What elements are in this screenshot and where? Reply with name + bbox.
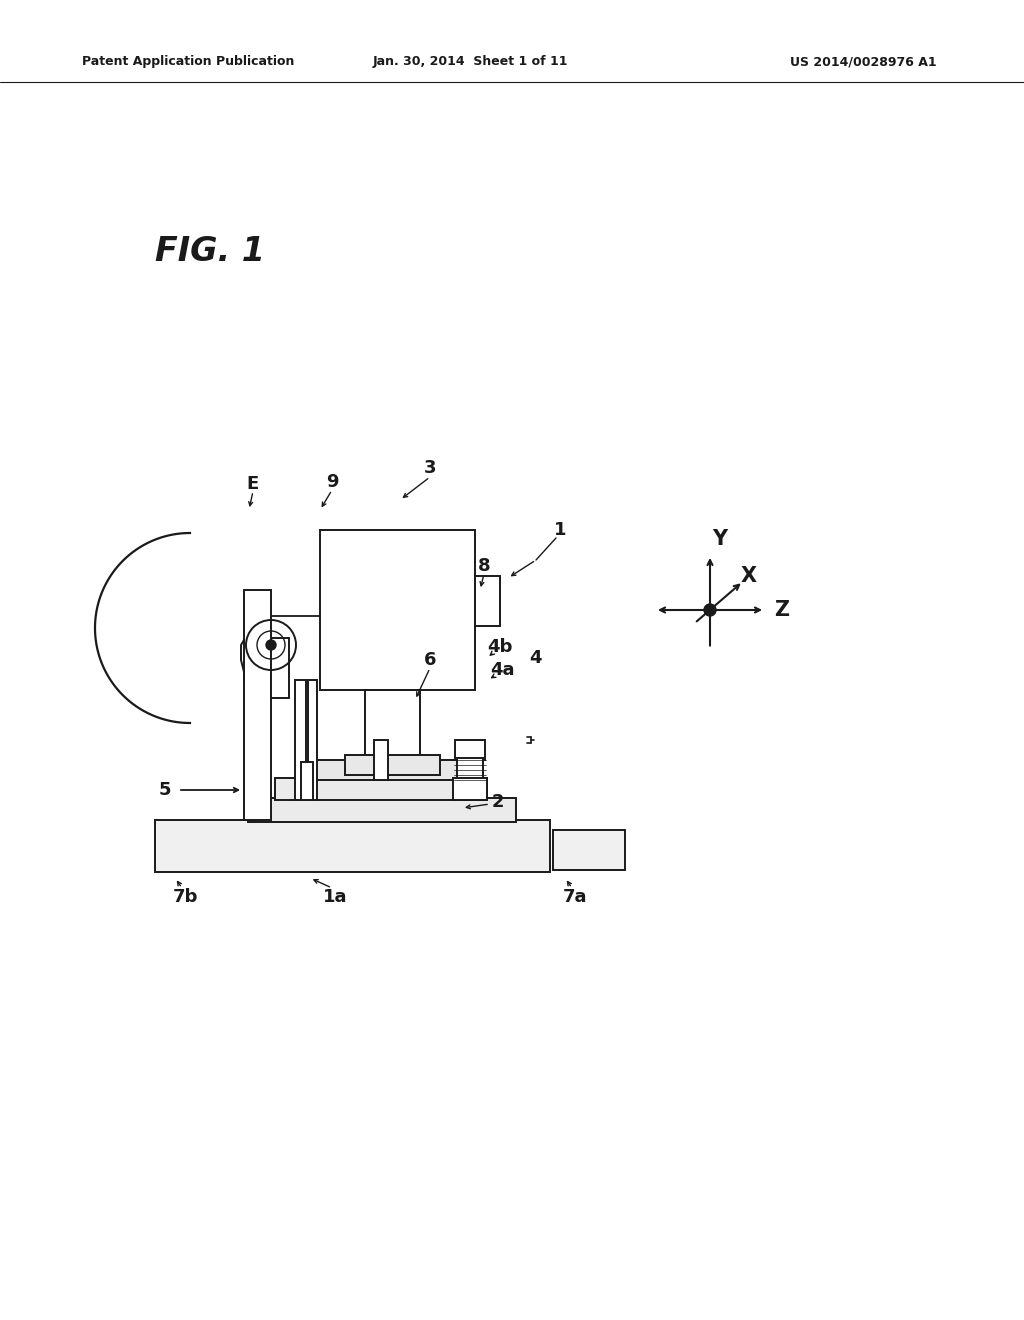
- Circle shape: [266, 640, 276, 649]
- Text: X: X: [740, 566, 757, 586]
- Text: FIG. 1: FIG. 1: [155, 235, 265, 268]
- Bar: [457, 758, 483, 780]
- Bar: [475, 576, 500, 626]
- Text: US 2014/0028976 A1: US 2014/0028976 A1: [790, 55, 937, 69]
- Text: 5: 5: [159, 781, 171, 799]
- Text: Patent Application Publication: Patent Application Publication: [82, 55, 294, 69]
- Text: 4b: 4b: [487, 638, 513, 656]
- Bar: [275, 777, 487, 800]
- Circle shape: [705, 605, 716, 616]
- Bar: [453, 777, 487, 800]
- Bar: [308, 680, 317, 800]
- Text: 4a: 4a: [489, 661, 514, 678]
- Text: 9: 9: [326, 473, 338, 491]
- Text: 1a: 1a: [323, 888, 347, 906]
- Text: 4: 4: [528, 649, 542, 667]
- Bar: [301, 762, 313, 800]
- Text: 3: 3: [424, 459, 436, 477]
- Text: E: E: [247, 475, 259, 492]
- Bar: [365, 690, 420, 762]
- Bar: [244, 590, 271, 820]
- Text: Y: Y: [713, 529, 728, 549]
- Text: Z: Z: [774, 601, 790, 620]
- Text: 6: 6: [424, 651, 436, 669]
- Text: 8: 8: [477, 557, 490, 576]
- Text: 7a: 7a: [563, 888, 587, 906]
- Text: 1: 1: [554, 521, 566, 539]
- Bar: [295, 680, 306, 800]
- Bar: [248, 799, 516, 822]
- Text: Jan. 30, 2014  Sheet 1 of 11: Jan. 30, 2014 Sheet 1 of 11: [373, 55, 567, 69]
- Bar: [345, 755, 440, 775]
- Bar: [310, 760, 462, 780]
- Text: 2: 2: [492, 793, 504, 810]
- Bar: [155, 820, 550, 873]
- Bar: [374, 741, 388, 780]
- Bar: [455, 741, 485, 760]
- Text: 7b: 7b: [172, 888, 198, 906]
- Bar: [271, 638, 289, 698]
- Bar: [553, 830, 625, 870]
- Bar: [319, 531, 475, 690]
